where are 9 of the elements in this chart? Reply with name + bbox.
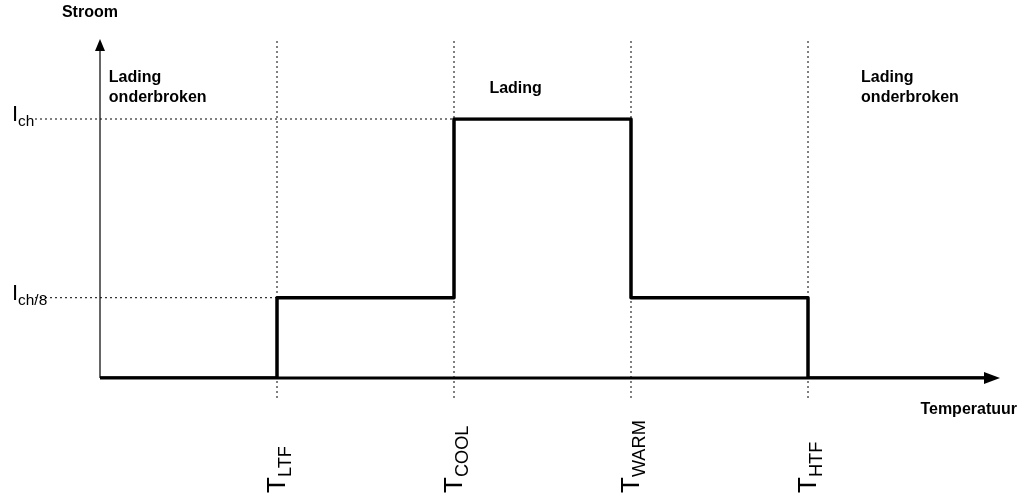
text: Lading onderbroken (108, 68, 207, 106)
x-tick-label: THTF (792, 441, 826, 493)
text: Stroom (61, 3, 118, 21)
x-tick-label: TWARM (615, 420, 649, 493)
text: Lading onderbroken (861, 68, 959, 106)
x-tick-label: TLTF (261, 446, 295, 493)
text: Lading (489, 79, 542, 97)
x-axis-title: Temperatuur (920, 400, 1017, 418)
x-tick-label: TCOOL (438, 425, 472, 493)
